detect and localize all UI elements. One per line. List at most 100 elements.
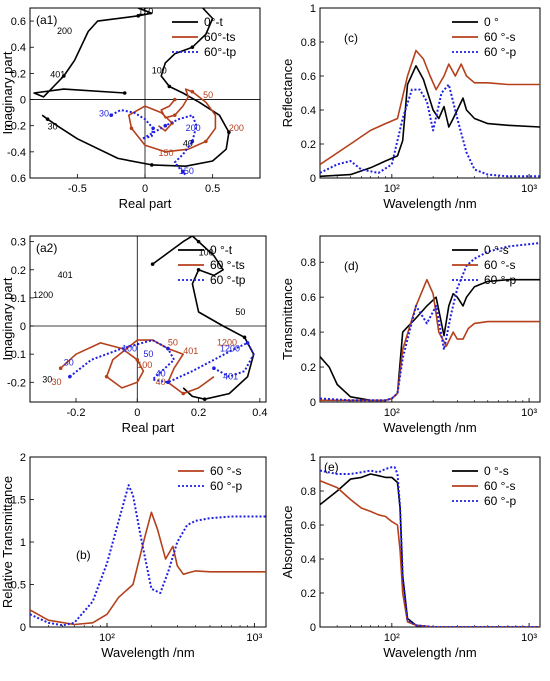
point-annotation: 100	[199, 248, 214, 258]
y-axis-label: Reflectance	[280, 59, 295, 128]
y-tick-label: 0.4	[11, 42, 26, 54]
x-tick-label: 10²	[384, 183, 400, 195]
series-line-1	[128, 88, 217, 153]
x-tick-label: 10³	[246, 632, 262, 644]
x-axis-label: Real part	[122, 420, 175, 435]
series-marker	[166, 380, 170, 385]
x-axis-label: Wavelength /nm	[383, 420, 476, 435]
series-marker	[122, 91, 127, 95]
legend-label: 60 °-p	[484, 273, 516, 287]
series-marker	[172, 97, 177, 102]
series-marker	[245, 341, 250, 345]
point-annotation: 200	[57, 26, 72, 36]
series-marker	[68, 374, 72, 379]
panel-label: (c)	[344, 31, 358, 45]
series-line-0	[33, 8, 230, 167]
series-marker	[136, 14, 141, 18]
series-line-1	[320, 278, 540, 402]
x-tick-label: 0.2	[191, 407, 206, 419]
point-annotation: 30	[64, 357, 74, 367]
y-tick-label: 0.8	[301, 37, 316, 49]
point-annotation: 150	[159, 148, 174, 158]
x-tick-label: 0	[134, 407, 140, 419]
point-annotation: 401	[223, 371, 238, 381]
series-marker	[172, 113, 177, 118]
y-tick-label: 0	[310, 397, 316, 409]
point-annotation: 200	[186, 123, 201, 133]
x-tick-label: 0.4	[252, 407, 267, 419]
point-annotation: 1200	[217, 338, 237, 348]
y-tick-label: -0.4	[7, 147, 26, 159]
x-axis-label: Wavelength /nm	[383, 196, 476, 211]
x-axis-label: Real part	[119, 196, 172, 211]
legend-label: 60 °-p	[484, 45, 516, 59]
x-tick-label: 10³	[521, 632, 537, 644]
point-annotation: 150	[179, 166, 194, 176]
y-tick-label: 0.5	[11, 580, 26, 592]
y-axis-label: Imaginary part	[0, 51, 15, 134]
series-marker	[104, 374, 109, 379]
legend-label: 60 °-tp	[210, 273, 246, 287]
plot-frame	[319, 235, 541, 403]
y-tick-label: 0	[20, 95, 26, 107]
series-marker	[242, 335, 247, 340]
plot-frame	[29, 235, 267, 403]
series-line-2	[320, 466, 540, 627]
series-marker	[202, 397, 207, 401]
series-marker	[196, 239, 201, 244]
x-tick-label: 10²	[384, 407, 400, 419]
series-line-1	[320, 49, 540, 166]
panel-a2: -0.2 -0.1 0 0.1 0.2 0.3 -0.2 0 0.2 0.4 Real part Im…	[0, 235, 268, 435]
legend-label: 60 °-s	[210, 464, 241, 478]
y-axis-label: Absorptance	[280, 506, 295, 579]
series-marker	[135, 357, 140, 362]
point-annotation: 40	[183, 139, 193, 149]
point-annotation: 40	[156, 369, 166, 379]
point-annotation: 1200	[220, 343, 240, 353]
legend-label: 0 °	[484, 15, 499, 29]
point-annotation: 100	[137, 360, 152, 370]
point-annotation: 401	[50, 69, 65, 79]
point-annotation: 401	[183, 346, 198, 356]
plot-frame	[319, 456, 541, 628]
series-line-0	[320, 278, 540, 402]
series-line-0	[152, 236, 255, 401]
point-annotation: 150	[138, 7, 153, 17]
series-marker	[166, 346, 170, 351]
point-annotation: 401	[58, 270, 73, 280]
point-annotation: 50	[203, 90, 213, 100]
y-tick-label: 0.4	[301, 105, 316, 117]
point-annotation: 30	[42, 374, 52, 384]
point-annotation: 100	[122, 343, 137, 353]
series-marker	[190, 89, 195, 94]
series-line-1	[320, 480, 540, 627]
series-marker	[149, 163, 154, 167]
series-marker	[45, 117, 50, 121]
legend-label: 60 °-p	[484, 494, 516, 508]
point-annotation: 100	[152, 65, 167, 75]
x-tick-label: 10³	[521, 183, 537, 195]
x-tick-label: -0.2	[66, 407, 85, 419]
series-line-2	[110, 109, 198, 176]
x-tick-label: 10³	[521, 407, 537, 419]
x-tick-label: 0.5	[205, 183, 220, 195]
point-annotation: 1200	[33, 290, 53, 300]
series-marker	[150, 262, 155, 266]
y-axis-label: Relative Transmittance	[0, 476, 15, 608]
x-tick-label: 0	[142, 183, 148, 195]
y-tick-label: 0.2	[301, 588, 316, 600]
series-marker	[170, 0, 174, 3]
y-tick-label: 0	[310, 173, 316, 185]
y-tick-label: 0.4	[301, 327, 316, 339]
series-marker	[62, 74, 66, 78]
y-tick-label: -0.2	[7, 121, 26, 133]
series-marker	[163, 123, 168, 128]
panel-label: (a2)	[36, 241, 57, 255]
legend-label: 60°-ts	[204, 30, 235, 44]
legend-label: 0°-t	[204, 15, 223, 29]
point-annotation: 30	[48, 122, 58, 132]
series-line-0	[320, 65, 540, 178]
panel-e: 0 0.2 0.4 0.6 0.8 1 10² 10³ Wavelength /nm Absorp…	[280, 452, 541, 660]
point-annotation: 50	[168, 338, 178, 348]
